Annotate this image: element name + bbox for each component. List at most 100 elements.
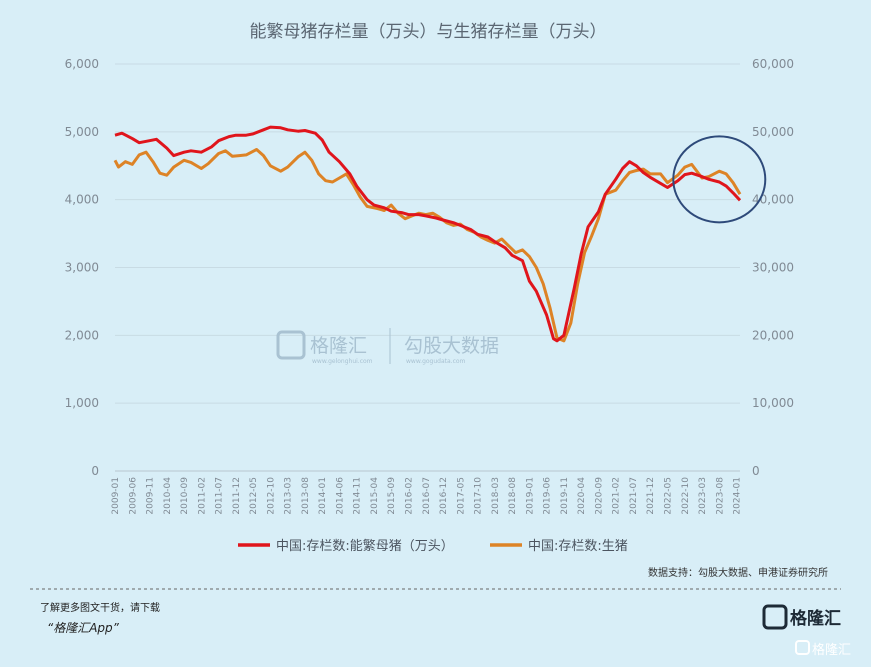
x-tick-label: 2010-04 <box>163 477 173 515</box>
x-tick: 2011-12 <box>232 477 242 515</box>
series-layer <box>113 125 742 343</box>
right-tick-label: 20,000 <box>752 328 794 342</box>
x-tick-label: 2010-09 <box>180 477 190 515</box>
x-tick: 2021-12 <box>646 477 656 515</box>
x-tick: 2013-08 <box>301 477 311 515</box>
x-tick: 2015-09 <box>387 477 397 515</box>
x-tick-label: 2015-04 <box>370 477 380 515</box>
x-tick: 2009-06 <box>128 477 138 515</box>
left-tick-label: 6,000 <box>65 57 99 71</box>
brand-logo-text: 格隆汇 <box>790 608 841 629</box>
series-line-hogs <box>113 148 742 343</box>
x-tick-label: 2012-05 <box>249 477 259 515</box>
x-tick-label: 2019-11 <box>560 477 570 515</box>
x-tick-label: 2011-12 <box>232 477 242 515</box>
corner-watermark: 格隆汇 <box>795 640 851 658</box>
x-tick: 2018-03 <box>491 477 501 515</box>
x-tick: 2020-04 <box>577 477 587 515</box>
x-tick: 2024-01 <box>733 477 743 515</box>
x-tick: 2021-07 <box>629 477 639 515</box>
right-tick-label: 0 <box>752 464 760 478</box>
left-tick-label: 3,000 <box>65 261 99 275</box>
x-tick: 2014-11 <box>353 477 363 515</box>
x-tick-label: 2009-01 <box>111 477 121 515</box>
x-tick-label: 2021-02 <box>612 477 622 515</box>
x-tick-label: 2017-05 <box>456 477 466 515</box>
x-tick: 2019-01 <box>525 477 535 515</box>
x-tick: 2009-01 <box>111 477 121 515</box>
x-tick: 2009-11 <box>146 477 156 515</box>
right-tick-label: 40,000 <box>752 193 794 207</box>
right-axis-ticks: 0 10,000 20,000 30,000 40,000 50,000 60,000 <box>752 57 794 478</box>
x-tick: 2016-12 <box>439 477 449 515</box>
x-tick-label: 2019-01 <box>525 477 535 515</box>
x-tick-label: 2014-11 <box>353 477 363 515</box>
x-tick: 2014-06 <box>335 477 345 515</box>
x-tick: 2018-08 <box>508 477 518 515</box>
x-axis-ticks: 2009-01 2009-06 2009-11 2010-04 2010-09 2011-… <box>111 477 743 515</box>
download-hint: 了解更多图文干货，请下载 <box>40 601 160 614</box>
x-tick: 2012-05 <box>249 477 259 515</box>
left-tick-label: 2,000 <box>65 328 99 342</box>
x-tick: 2011-07 <box>215 477 225 515</box>
x-tick: 2011-02 <box>197 477 207 515</box>
x-tick: 2022-05 <box>663 477 673 515</box>
x-tick: 2016-02 <box>405 477 415 515</box>
x-tick-label: 2022-10 <box>681 477 691 515</box>
legend-label-sows: 中国:存栏数:能繁母猪（万头） <box>276 538 454 554</box>
x-tick-label: 2023-03 <box>698 477 708 515</box>
x-tick-label: 2020-04 <box>577 477 587 515</box>
x-tick-label: 2018-03 <box>491 477 501 515</box>
x-tick: 2019-06 <box>543 477 553 515</box>
corner-brand-text: 格隆汇 <box>812 642 851 658</box>
x-tick: 2017-10 <box>474 477 484 515</box>
x-tick-label: 2011-07 <box>215 477 225 515</box>
right-tick-label: 10,000 <box>752 396 794 410</box>
x-tick-label: 2009-11 <box>146 477 156 515</box>
x-tick: 2020-09 <box>594 477 604 515</box>
brand-logo: 格隆汇 <box>762 604 841 630</box>
left-tick-label: 4,000 <box>65 193 99 207</box>
x-tick-label: 2013-08 <box>301 477 311 515</box>
highlight-circle <box>672 135 767 224</box>
x-tick-label: 2011-02 <box>197 477 207 515</box>
legend-label-hogs: 中国:存栏数:生猪 <box>528 539 628 554</box>
x-tick: 2021-02 <box>612 477 622 515</box>
x-tick-label: 2014-06 <box>335 477 345 515</box>
x-tick-label: 2017-10 <box>474 477 484 515</box>
right-tick-label: 60,000 <box>752 57 794 71</box>
watermark-data-url: www.gogudata.com <box>406 358 466 365</box>
watermark: 格隆汇 www.gelonghui.com 勾股大数据 www.gogudata… <box>276 328 499 365</box>
brand-logo-icon <box>762 604 788 630</box>
grid-lines <box>115 63 740 472</box>
x-tick-label: 2019-06 <box>543 477 553 515</box>
left-tick-label: 1,000 <box>65 396 99 410</box>
x-tick-label: 2023-08 <box>715 477 725 515</box>
x-tick: 2015-04 <box>370 477 380 515</box>
x-tick: 2010-04 <box>163 477 173 515</box>
watermark-data: 勾股大数据 <box>404 335 499 357</box>
left-tick-label: 0 <box>91 464 99 478</box>
x-tick: 2012-10 <box>266 477 276 515</box>
watermark-brand: 格隆汇 <box>310 335 367 357</box>
x-tick: 2010-09 <box>180 477 190 515</box>
left-tick-label: 5,000 <box>65 125 99 139</box>
left-axis-ticks: 0 1,000 2,000 3,000 4,000 5,000 6,000 <box>65 57 99 478</box>
x-tick: 2014-01 <box>318 477 328 515</box>
watermark-brand-url: www.gelonghui.com <box>312 358 373 365</box>
x-tick-label: 2024-01 <box>733 477 743 515</box>
x-tick: 2023-08 <box>715 477 725 515</box>
x-tick-label: 2020-09 <box>594 477 604 515</box>
x-tick: 2022-10 <box>681 477 691 515</box>
x-tick-label: 2021-12 <box>646 477 656 515</box>
app-name: “格隆汇App” <box>47 621 120 635</box>
series-line-sows <box>114 125 742 343</box>
x-tick-label: 2014-01 <box>318 477 328 515</box>
x-tick-label: 2021-07 <box>629 477 639 515</box>
x-tick-label: 2016-07 <box>422 477 432 515</box>
watermark-logo-icon <box>276 330 306 360</box>
source-note: 数据支持：勾股大数据、申港证券研究所 <box>648 566 828 579</box>
x-tick: 2023-03 <box>698 477 708 515</box>
x-tick-label: 2016-02 <box>405 477 415 515</box>
